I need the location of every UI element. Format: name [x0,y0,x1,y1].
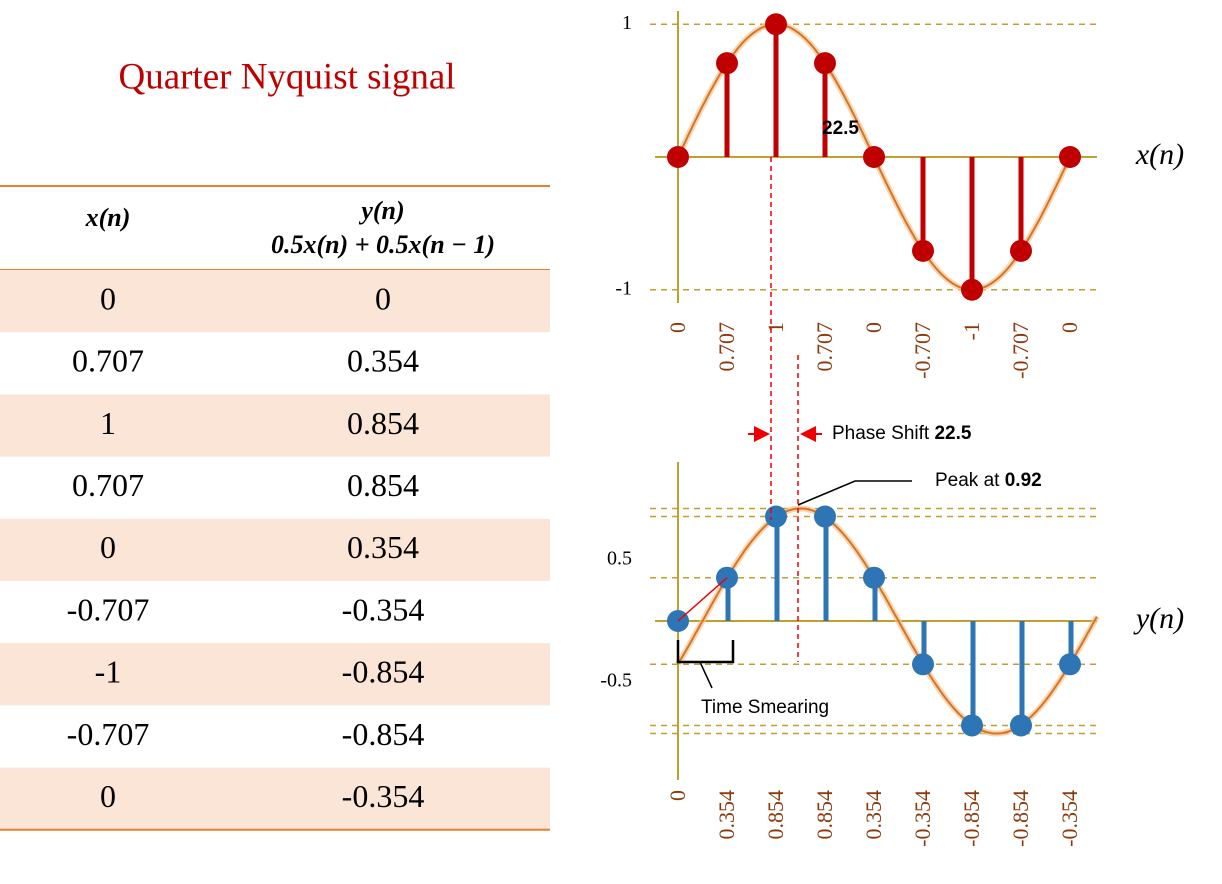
stem-marker [765,13,787,36]
peak-label: Peak at [935,470,1000,491]
charts: x(n) 1 -1 0 0.707 1 0.707 0 -0.707 -1 -0.707 0 22.5 y… [600,11,1184,847]
smear-line [677,577,728,622]
stem-marker [1010,714,1032,737]
stem-marker [765,505,787,528]
y-tick-label: -0.5 [600,670,632,692]
stem-marker [1010,239,1032,262]
stem-marker [863,566,885,589]
x-tick-label: 0.354 [714,790,739,840]
stem-marker [716,52,738,75]
table-cell: 0.707 [72,343,144,379]
phase-note: Phase Shift 22.5 [832,423,972,444]
row-band [0,394,550,457]
x-tick-label: 0 [665,790,690,801]
stem-marker [814,52,836,75]
peak-value: 0.92 [1005,470,1042,491]
table-cell: 0.854 [347,467,419,503]
table-cell: 0 [100,778,116,814]
axis-label: y(n) [1133,602,1184,635]
x-tick-label: 0.854 [812,790,837,840]
x-tick-label: 1 [763,322,788,333]
table-cell: -0.707 [67,716,150,752]
x-tick-label: 0.707 [812,322,837,372]
y-tick-label: -1 [615,277,632,299]
x-tick-label: -0.707 [910,322,935,379]
stem-marker [912,239,934,262]
stem-marker [814,505,836,528]
column-header: x(n) [85,203,131,232]
x-tick-label: -0.707 [1008,322,1033,379]
stem-marker [912,653,934,676]
x-tick-label: 0.854 [763,790,788,840]
phase-label: Phase Shift [832,423,930,444]
row-band [0,643,550,706]
stem-marker [863,146,885,168]
table-cell: -0.354 [342,778,425,814]
table-cell: 0 [100,529,116,565]
peak-note: Peak at 0.92 [935,470,1042,491]
stem-marker [961,714,983,737]
y-tick-label: 1 [622,12,632,34]
smear-pointer [699,661,713,689]
x-tick-label: -1 [959,322,984,340]
table-cell: -1 [95,654,122,690]
y-tick-label: 0.5 [607,547,632,569]
table-cell: 0 [375,280,391,316]
stem-marker [1059,653,1081,676]
column-header: y(n) [358,196,404,225]
row-band [0,270,550,333]
table-cell: 0 [100,280,116,316]
stem-marker [1059,146,1081,168]
smear-note: Time Smearing [701,697,829,718]
stem-marker [667,146,689,168]
smear-bracket [676,640,735,664]
x-tick-label: -0.854 [959,790,984,847]
angle-note: 22.5 [822,118,859,139]
column-formula: 0.5x(n) + 0.5x(n − 1) [271,230,495,259]
table: x(n) y(n) 0.5x(n) + 0.5x(n − 1) 0 0 0.707 0.35… [0,185,550,831]
table-cell: 0.854 [347,405,419,441]
x-tick-label: 0 [1057,322,1082,333]
table-cell: 0.354 [347,343,419,379]
axis-label: x(n) [1135,138,1184,171]
x-tick-label: -0.354 [910,790,935,847]
stem-marker [961,278,983,301]
x-tick-label: -0.854 [1008,790,1033,847]
x-tick-label: -0.354 [1057,790,1082,847]
phase-value: 22.5 [934,423,971,444]
table-cell: 0.707 [72,467,144,503]
table-cell: 1 [100,405,116,441]
x-tick-label: 0 [861,322,886,333]
x-tick-label: 0.707 [714,322,739,372]
title: Quarter Nyquist signal [118,56,455,97]
table-cell: -0.707 [67,591,150,627]
x-tick-label: 0.354 [861,790,886,840]
table-cell: -0.354 [342,591,425,627]
table-cell: -0.854 [342,654,425,690]
peak-callout [797,480,912,506]
table-cell: 0.354 [347,529,419,565]
x-tick-label: 0 [665,322,690,333]
row-band [0,767,550,830]
row-band [0,518,550,581]
table-cell: -0.854 [342,716,425,752]
